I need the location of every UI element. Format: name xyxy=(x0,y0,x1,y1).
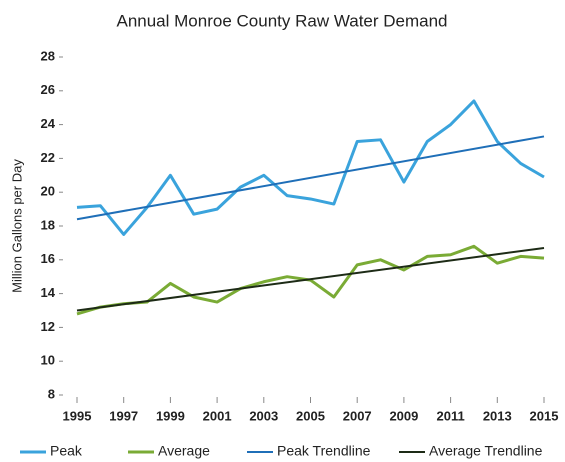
y-tick-label: 18 xyxy=(41,217,55,232)
x-tick-label: 2011 xyxy=(436,408,464,423)
x-tick-label: 1995 xyxy=(63,408,92,423)
series-line xyxy=(76,135,545,221)
y-tick-label: 16 xyxy=(41,251,55,266)
x-tick-label: 1999 xyxy=(156,408,185,423)
y-tick-label: 20 xyxy=(41,184,55,199)
y-tick-label: 12 xyxy=(41,319,55,334)
y-tick-label: 14 xyxy=(41,285,56,300)
y-tick-label: 10 xyxy=(41,353,55,368)
y-axis-label: Million Gallons per Day xyxy=(9,159,24,293)
y-tick-label: 24 xyxy=(41,116,56,131)
legend-label: Peak xyxy=(50,443,83,459)
x-tick-label: 2007 xyxy=(343,408,372,423)
y-tick-label: 26 xyxy=(41,82,55,97)
y-tick-label: 28 xyxy=(41,48,55,63)
x-tick-label: 2003 xyxy=(249,408,278,423)
legend-label: Average xyxy=(158,443,210,459)
chart-title: Annual Monroe County Raw Water Demand xyxy=(116,11,447,30)
y-tick-label: 8 xyxy=(48,386,55,401)
x-tick-label: 2009 xyxy=(389,408,418,423)
x-tick-label: 1997 xyxy=(109,408,138,423)
series-line xyxy=(76,246,545,312)
legend-label: Peak Trendline xyxy=(277,443,371,459)
x-tick-label: 2001 xyxy=(203,408,232,423)
series-line xyxy=(76,99,545,236)
x-tick-label: 2015 xyxy=(530,408,559,423)
y-tick-label: 22 xyxy=(41,150,55,165)
legend-label: Average Trendline xyxy=(429,443,543,459)
x-tick-label: 2013 xyxy=(483,408,512,423)
x-tick-label: 2005 xyxy=(296,408,325,423)
